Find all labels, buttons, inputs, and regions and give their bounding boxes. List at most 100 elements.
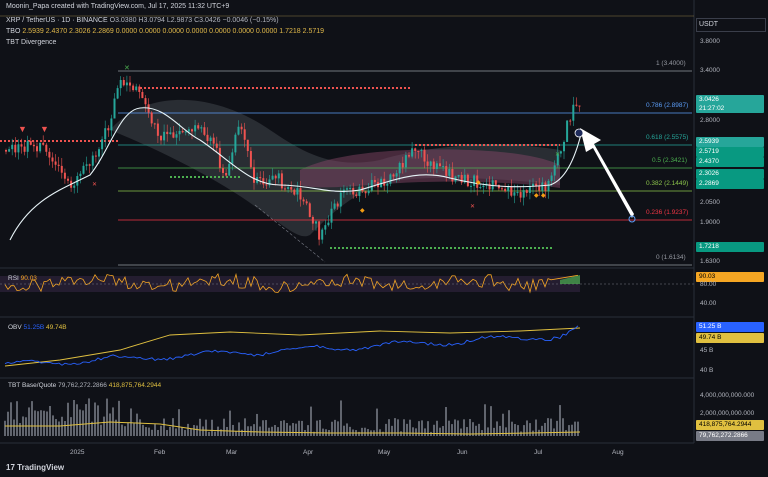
candle-body bbox=[504, 188, 507, 192]
tbt-bar bbox=[391, 425, 393, 436]
tbt-ma-line bbox=[5, 421, 581, 435]
tbt-bar bbox=[394, 418, 396, 436]
candle-body bbox=[82, 165, 85, 174]
tbt-bar bbox=[175, 428, 177, 436]
rsi-label[interactable]: RSI 90.03 bbox=[8, 275, 37, 282]
tbt-bar bbox=[445, 407, 447, 436]
candle-body bbox=[116, 88, 119, 99]
tbt-bar bbox=[250, 426, 252, 436]
tbt-bar bbox=[73, 400, 75, 436]
candle-body bbox=[135, 86, 138, 91]
price-badge: 2.5939 bbox=[696, 137, 764, 147]
tbt-bar bbox=[31, 401, 33, 436]
candle-body bbox=[435, 163, 438, 169]
tbt-bar bbox=[76, 404, 78, 436]
tbt-bar bbox=[484, 404, 486, 436]
candle-body bbox=[63, 172, 66, 179]
tbt-bar bbox=[388, 419, 390, 436]
candle-body bbox=[163, 131, 166, 141]
tbt-bar bbox=[133, 423, 135, 436]
obv-label[interactable]: OBV 51.25B 49.74B bbox=[8, 324, 67, 331]
obv-ma-line bbox=[4, 327, 581, 367]
fib-label: 1 (3.4000) bbox=[656, 60, 686, 67]
candle-body bbox=[315, 221, 317, 224]
fib-label: 0.618 (2.5575) bbox=[646, 134, 689, 141]
time-tick: 2025 bbox=[70, 449, 85, 456]
candle-body bbox=[349, 188, 352, 190]
tradingview-logo[interactable]: 17 TradingView bbox=[6, 463, 65, 472]
tbt-bar bbox=[265, 420, 267, 436]
candle-body bbox=[525, 190, 528, 193]
candle-body bbox=[57, 164, 60, 166]
tbt-bar bbox=[397, 419, 399, 436]
candle-body bbox=[172, 132, 175, 138]
tbt-bar bbox=[307, 425, 309, 436]
candle-body bbox=[463, 174, 466, 183]
tbt-bar bbox=[16, 401, 18, 436]
tbt-bar bbox=[145, 427, 147, 436]
tbt-bar bbox=[289, 425, 291, 436]
fib-label: 0.236 (1.9237) bbox=[646, 209, 689, 216]
tbt-bar bbox=[406, 423, 408, 436]
tbt-bar bbox=[28, 407, 30, 436]
tbt-bar bbox=[427, 421, 429, 436]
tbt-bar bbox=[91, 421, 93, 436]
candle-body bbox=[178, 130, 181, 135]
candle-body bbox=[107, 128, 110, 131]
symbol-title[interactable]: XRP / TetherUS · 1D · BINANCE bbox=[6, 17, 108, 24]
candle-body bbox=[101, 139, 104, 150]
divergence-label[interactable]: TBT Divergence bbox=[6, 39, 57, 46]
tbt-bar bbox=[409, 419, 411, 436]
tbt-bar bbox=[565, 430, 567, 436]
tbt-ma-badge: 418,875,764.2944 bbox=[696, 420, 764, 430]
tbt-bar bbox=[241, 429, 243, 436]
candle-body bbox=[528, 186, 531, 193]
candle-body bbox=[20, 144, 23, 147]
cross-icon: ✕ bbox=[555, 152, 560, 158]
tbt-bar bbox=[472, 422, 474, 436]
candle-body bbox=[11, 144, 14, 150]
candle-body bbox=[346, 188, 348, 190]
tbt-bar bbox=[178, 409, 180, 436]
tbt-bar bbox=[253, 424, 255, 436]
tbt-bar bbox=[346, 423, 348, 436]
rsi-tick: 80.00 bbox=[700, 281, 717, 288]
tbo-name[interactable]: TBO bbox=[6, 28, 21, 35]
tbt-bar bbox=[49, 406, 51, 436]
tbt-bar bbox=[502, 413, 504, 436]
tbt-label[interactable]: TBT Base/Quote 79,762,272.2866 418,875,7… bbox=[8, 382, 162, 389]
candle-body bbox=[380, 178, 383, 188]
candle-body bbox=[488, 183, 491, 190]
candle-body bbox=[336, 203, 339, 207]
price-marker bbox=[574, 128, 584, 138]
price-badge: 2.4370 bbox=[696, 157, 764, 167]
candle-body bbox=[5, 150, 7, 152]
tbt-bar bbox=[55, 419, 57, 436]
candle-body bbox=[277, 173, 280, 179]
currency-selector[interactable]: USDT bbox=[696, 18, 766, 32]
ma-line bbox=[9, 107, 583, 241]
trend-dashed bbox=[254, 204, 326, 263]
cross-icon: ✕ bbox=[124, 65, 130, 72]
candle-body bbox=[293, 189, 296, 195]
tbt-bar bbox=[400, 431, 402, 436]
tbt-bar bbox=[541, 425, 543, 436]
tbt-bar bbox=[70, 417, 72, 436]
tbt-bar bbox=[451, 424, 453, 436]
candle-body bbox=[417, 150, 420, 152]
sell-triangle-icon: ▼ bbox=[40, 124, 49, 134]
candle-body bbox=[355, 194, 358, 197]
tbt-bar bbox=[214, 431, 216, 436]
rsi-line bbox=[4, 272, 579, 294]
tbt-bar bbox=[529, 423, 531, 436]
candle-body bbox=[432, 161, 435, 169]
tbt-bar bbox=[418, 421, 420, 436]
tbt-bar bbox=[34, 410, 36, 436]
candle-body bbox=[429, 161, 432, 166]
candle-body bbox=[36, 146, 38, 152]
obv-badge: 51.25 B bbox=[696, 322, 764, 332]
candle-body bbox=[550, 175, 553, 181]
tbt-bar bbox=[358, 431, 360, 436]
candle-body bbox=[54, 161, 57, 165]
